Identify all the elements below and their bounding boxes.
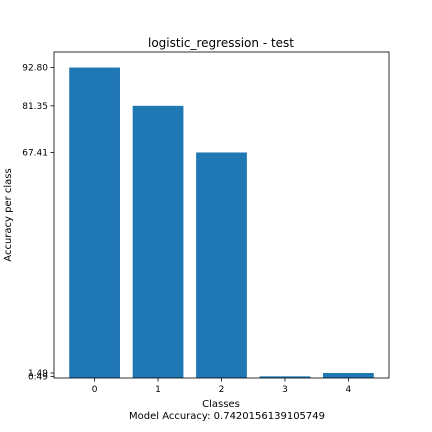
y-tick-label: 67.41 [22, 148, 48, 158]
x-tick-label: 4 [346, 385, 352, 395]
bar-class-3 [259, 376, 311, 378]
bar-class-1 [132, 105, 184, 379]
y-tick-label: 92.80 [22, 64, 48, 74]
y-tick-label: 1.49 [28, 369, 48, 379]
y-tick-label: 81.35 [22, 102, 48, 112]
bar-class-4 [323, 373, 374, 378]
x-axis-label: Classes [202, 399, 240, 410]
bar-class-2 [196, 152, 247, 378]
y-axis-label: Accuracy per class [3, 168, 14, 261]
plot-frame [53, 51, 390, 379]
x-ticks: 0 1 2 3 4 [92, 378, 352, 395]
x-tick-label: 1 [155, 385, 161, 395]
bars-group [69, 67, 374, 379]
x-tick-label: 3 [282, 385, 288, 395]
y-ticks: 92.80 81.35 67.41 1.490.49 [22, 64, 54, 382]
x-tick-label: 0 [92, 385, 98, 395]
bar-class-0 [69, 67, 120, 379]
y-tick-label: 0.49 [28, 372, 48, 382]
chart-title: logistic_regression - test [148, 36, 294, 50]
x-tick-label: 2 [219, 385, 225, 395]
model-accuracy-note: Model Accuracy: 0.7420156139105749 [129, 411, 325, 422]
